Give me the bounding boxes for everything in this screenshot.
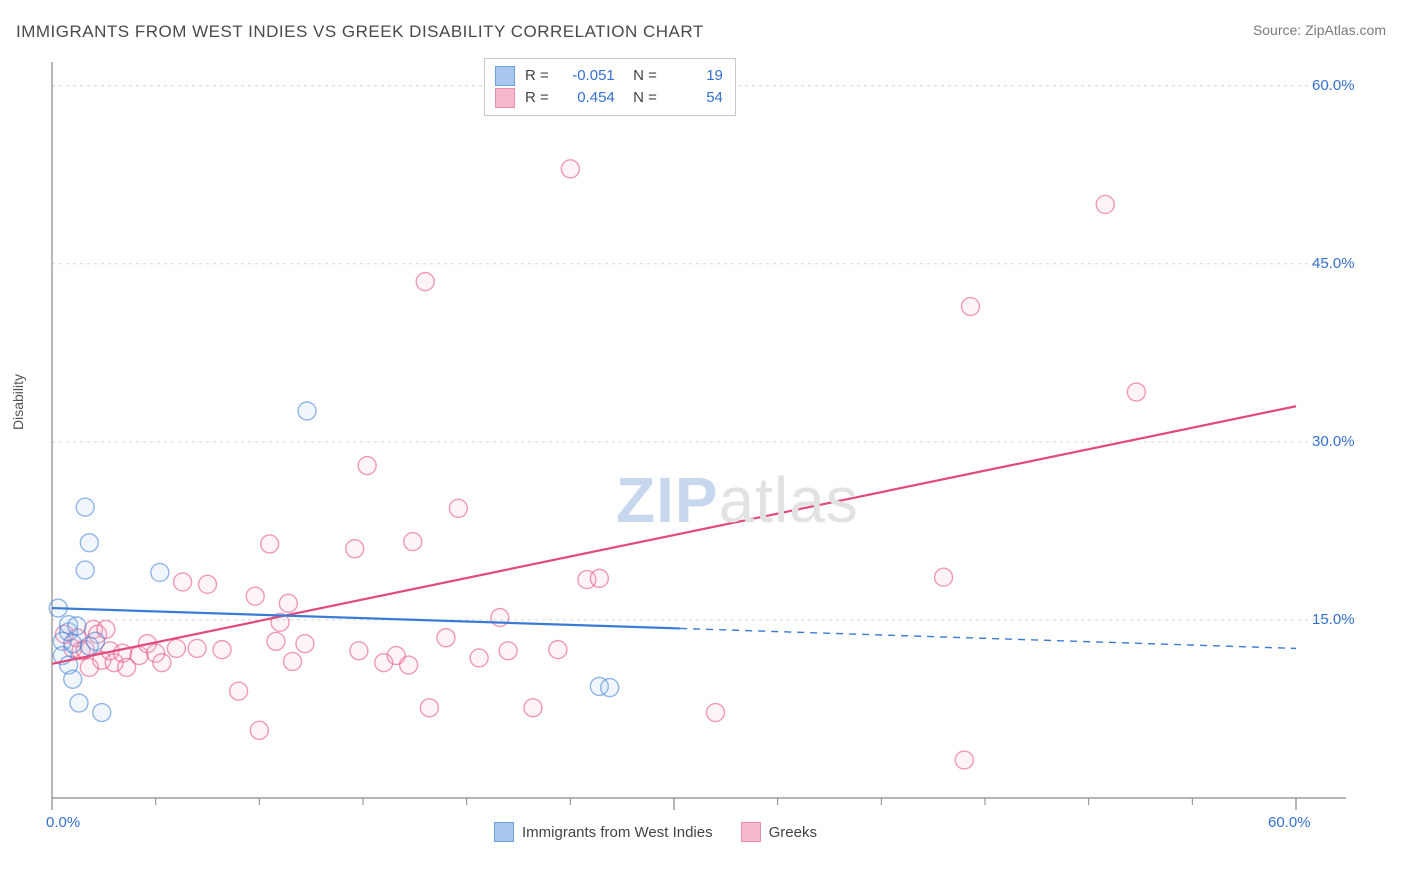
legend-series: Immigrants from West Indies Greeks [494, 822, 817, 842]
y-tick-label: 15.0% [1312, 611, 1355, 628]
n-value-blue: 19 [667, 65, 723, 87]
y-tick-label: 30.0% [1312, 433, 1355, 450]
x-tick-label: 60.0% [1268, 814, 1311, 831]
n-label: N = [625, 65, 657, 87]
r-label: R = [525, 87, 549, 109]
series-label-pink: Greeks [769, 824, 817, 841]
source-attribution: Source: ZipAtlas.com [1253, 22, 1386, 38]
legend-item-blue: Immigrants from West Indies [494, 822, 713, 842]
x-tick-label: 0.0% [46, 814, 80, 831]
series-label-blue: Immigrants from West Indies [522, 824, 713, 841]
n-value-pink: 54 [667, 87, 723, 109]
legend-stats: R = -0.051 N = 19 R = 0.454 N = 54 [484, 58, 736, 116]
chart-title: IMMIGRANTS FROM WEST INDIES VS GREEK DIS… [16, 22, 704, 42]
n-label: N = [625, 87, 657, 109]
legend-stats-row-pink: R = 0.454 N = 54 [495, 87, 723, 109]
swatch-pink [495, 88, 515, 108]
r-label: R = [525, 65, 549, 87]
chart-svg [46, 58, 1356, 816]
legend-stats-row-blue: R = -0.051 N = 19 [495, 65, 723, 87]
swatch-blue [494, 822, 514, 842]
r-value-blue: -0.051 [559, 65, 615, 87]
r-value-pink: 0.454 [559, 87, 615, 109]
swatch-pink [741, 822, 761, 842]
plot-area: ZIPatlas R = -0.051 N = 19 R = 0.454 N =… [46, 58, 1356, 816]
swatch-blue [495, 66, 515, 86]
y-tick-label: 45.0% [1312, 255, 1355, 272]
chart-container: { "title": "IMMIGRANTS FROM WEST INDIES … [0, 0, 1406, 892]
legend-item-pink: Greeks [741, 822, 817, 842]
y-axis-label: Disability [10, 374, 26, 430]
y-tick-label: 60.0% [1312, 77, 1355, 94]
